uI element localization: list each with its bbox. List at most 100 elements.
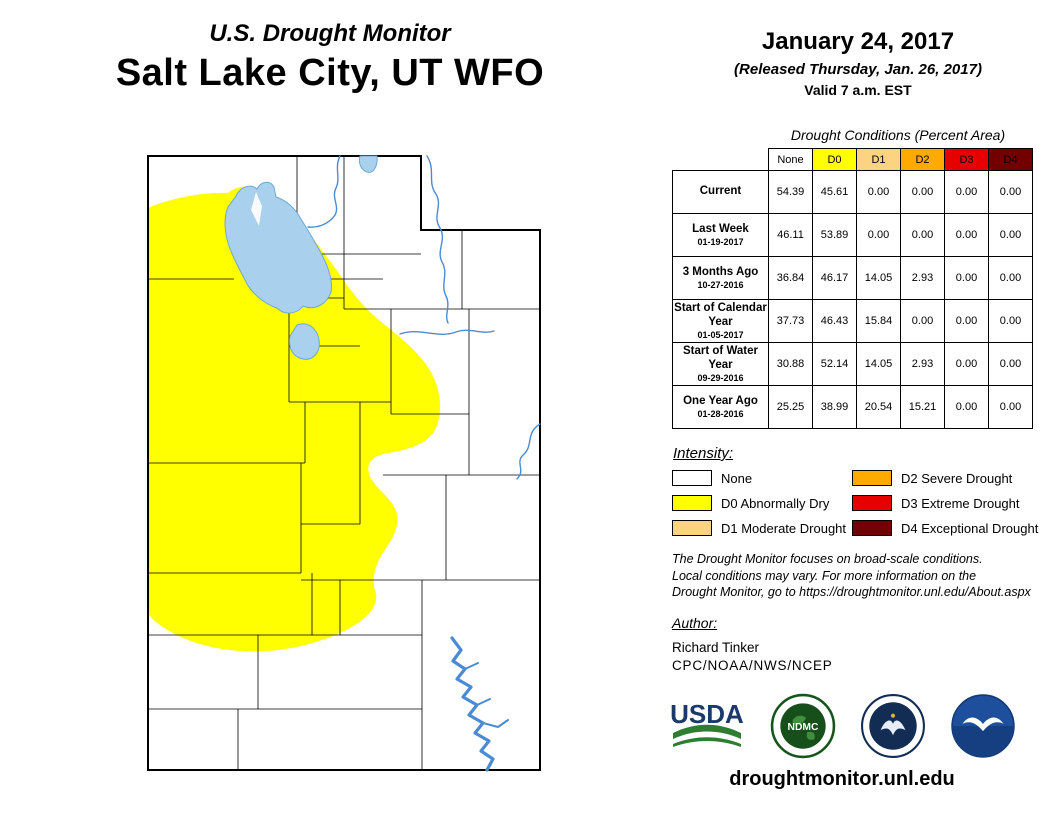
row-sublabel: 10-27-2016: [697, 280, 744, 291]
disclaimer-line: Local conditions may vary. For more info…: [672, 568, 977, 583]
disclaimer: The Drought Monitor focuses on broad-sca…: [672, 551, 1031, 601]
row-label-cell: Current: [672, 170, 769, 214]
row-label: Last Week: [692, 222, 749, 235]
stat-value: 46.43: [812, 299, 857, 343]
row-label-cell: One Year Ago 01-28-2016: [672, 385, 769, 429]
utah-drought-map: [147, 155, 541, 772]
ndmc-continent: [806, 731, 815, 740]
stat-value: 36.84: [768, 256, 813, 300]
stat-value: 37.73: [768, 299, 813, 343]
stat-value: 2.93: [900, 342, 945, 386]
legend-swatch-d2: [852, 470, 892, 486]
col-header-d0: D0: [812, 148, 857, 171]
stat-value: 0.00: [988, 256, 1033, 300]
row-current: Current 54.39 45.61 0.00 0.00 0.00 0.00: [672, 170, 1033, 214]
table-title: Drought Conditions (Percent Area): [790, 127, 1006, 143]
stat-value: 14.05: [856, 256, 901, 300]
stat-value: 25.25: [768, 385, 813, 429]
author-org: CPC/NOAA/NWS/NCEP: [672, 658, 833, 673]
legend-label: D1 Moderate Drought: [721, 520, 847, 536]
row-sublabel: 01-28-2016: [697, 409, 744, 420]
lake-powell-arms: [464, 662, 509, 729]
doc-eagle: [880, 720, 906, 736]
stat-value: 0.00: [988, 342, 1033, 386]
title-block: U.S. Drought Monitor Salt Lake City, UT …: [0, 20, 660, 95]
col-header-d3: D3: [944, 148, 989, 171]
disclaimer-line: The Drought Monitor focuses on broad-sca…: [672, 552, 983, 566]
row-sublabel: 01-05-2017: [697, 329, 744, 340]
row-label-cell: Last Week 01-19-2017: [672, 213, 769, 257]
usda-logo-text: USDA: [670, 699, 744, 729]
page-title: U.S. Drought Monitor: [209, 20, 451, 47]
row-3-months-ago: 3 Months Ago 10-27-2016 36.84 46.17 14.0…: [672, 256, 1033, 300]
row-label-cell: Start of Calendar Year 01-05-2017: [672, 299, 769, 343]
green-river: [426, 155, 449, 324]
bear-river: [307, 155, 341, 228]
col-header-d4: D4: [988, 148, 1033, 171]
stat-value: 0.00: [900, 170, 945, 214]
utah-lake: [289, 323, 320, 360]
legend-swatch-d3: [852, 495, 892, 511]
legend-label: D0 Abnormally Dry: [721, 495, 830, 511]
commerce-seal: [861, 694, 925, 758]
stat-value: 30.88: [768, 342, 813, 386]
stat-value: 54.39: [768, 170, 813, 214]
stat-value: 0.00: [944, 299, 989, 343]
stat-value: 2.93: [900, 256, 945, 300]
map-date: January 24, 2017: [761, 28, 955, 55]
release-date-line: (Released Thursday, Jan. 26, 2017): [734, 61, 982, 78]
stat-value: 0.00: [944, 385, 989, 429]
valid-line: Valid 7 a.m. EST: [804, 82, 912, 98]
legend-label: D3 Extreme Drought: [901, 495, 1020, 511]
stat-value: 0.00: [988, 299, 1033, 343]
row-label: Current: [699, 185, 742, 198]
author-heading: Author:: [672, 615, 718, 631]
stat-value: 20.54: [856, 385, 901, 429]
noaa-logo: [951, 694, 1015, 758]
ndmc-logo: NDMC: [770, 693, 836, 759]
stat-value: 38.99: [812, 385, 857, 429]
lake-powell: [450, 636, 495, 772]
stat-value: 0.00: [944, 170, 989, 214]
stat-value: 14.05: [856, 342, 901, 386]
legend-item-d3: D3 Extreme Drought: [852, 495, 1020, 511]
drought-stats-table: None D0 D1 D2 D3 D4 Current 54.39 45.61 …: [672, 148, 1033, 429]
release-block: January 24, 2017 (Released Thursday, Jan…: [666, 28, 1050, 98]
bear-lake: [358, 155, 378, 173]
stat-value: 0.00: [900, 299, 945, 343]
legend-label: D2 Severe Drought: [901, 470, 1013, 486]
legend-item-d1: D1 Moderate Drought: [672, 520, 846, 536]
legend-swatch-d4: [852, 520, 892, 536]
legend-item-d4: D4 Exceptional Drought: [852, 520, 1038, 536]
row-label-cell: Start of Water Year 09-29-2016: [672, 342, 769, 386]
d0-drought-area: [148, 186, 441, 652]
ndmc-continent: [792, 715, 807, 725]
footer-url: droughtmonitor.unl.edu: [729, 768, 955, 790]
col-header-none: None: [768, 148, 813, 171]
doc-star: [890, 713, 896, 718]
great-salt-lake: [224, 181, 332, 314]
stat-value: 0.00: [944, 256, 989, 300]
legend-swatch-d0: [672, 495, 712, 511]
legend-swatch-d1: [672, 520, 712, 536]
row-label: One Year Ago: [683, 394, 758, 407]
row-sublabel: 09-29-2016: [697, 372, 744, 383]
state-border: [147, 155, 541, 771]
stat-value: 0.00: [856, 213, 901, 257]
rivers: [307, 155, 541, 772]
stat-value: 52.14: [812, 342, 857, 386]
usda-logo: USDA: [670, 699, 744, 747]
noaa-gull: [962, 717, 1004, 732]
stat-value: 0.00: [988, 385, 1033, 429]
stat-value: 45.61: [812, 170, 857, 214]
legend-label: None: [721, 470, 753, 486]
stat-value: 0.00: [944, 342, 989, 386]
row-last-week: Last Week 01-19-2017 46.11 53.89 0.00 0.…: [672, 213, 1033, 257]
legend-swatch-none: [672, 470, 712, 486]
row-label-cell: 3 Months Ago 10-27-2016: [672, 256, 769, 300]
row-label: Start of Water Year: [683, 345, 758, 371]
promontory-peninsula: [251, 192, 262, 226]
row-label: Start of Calendar Year: [674, 302, 767, 328]
row-one-year-ago: One Year Ago 01-28-2016 25.25 38.99 20.5…: [672, 385, 1033, 429]
